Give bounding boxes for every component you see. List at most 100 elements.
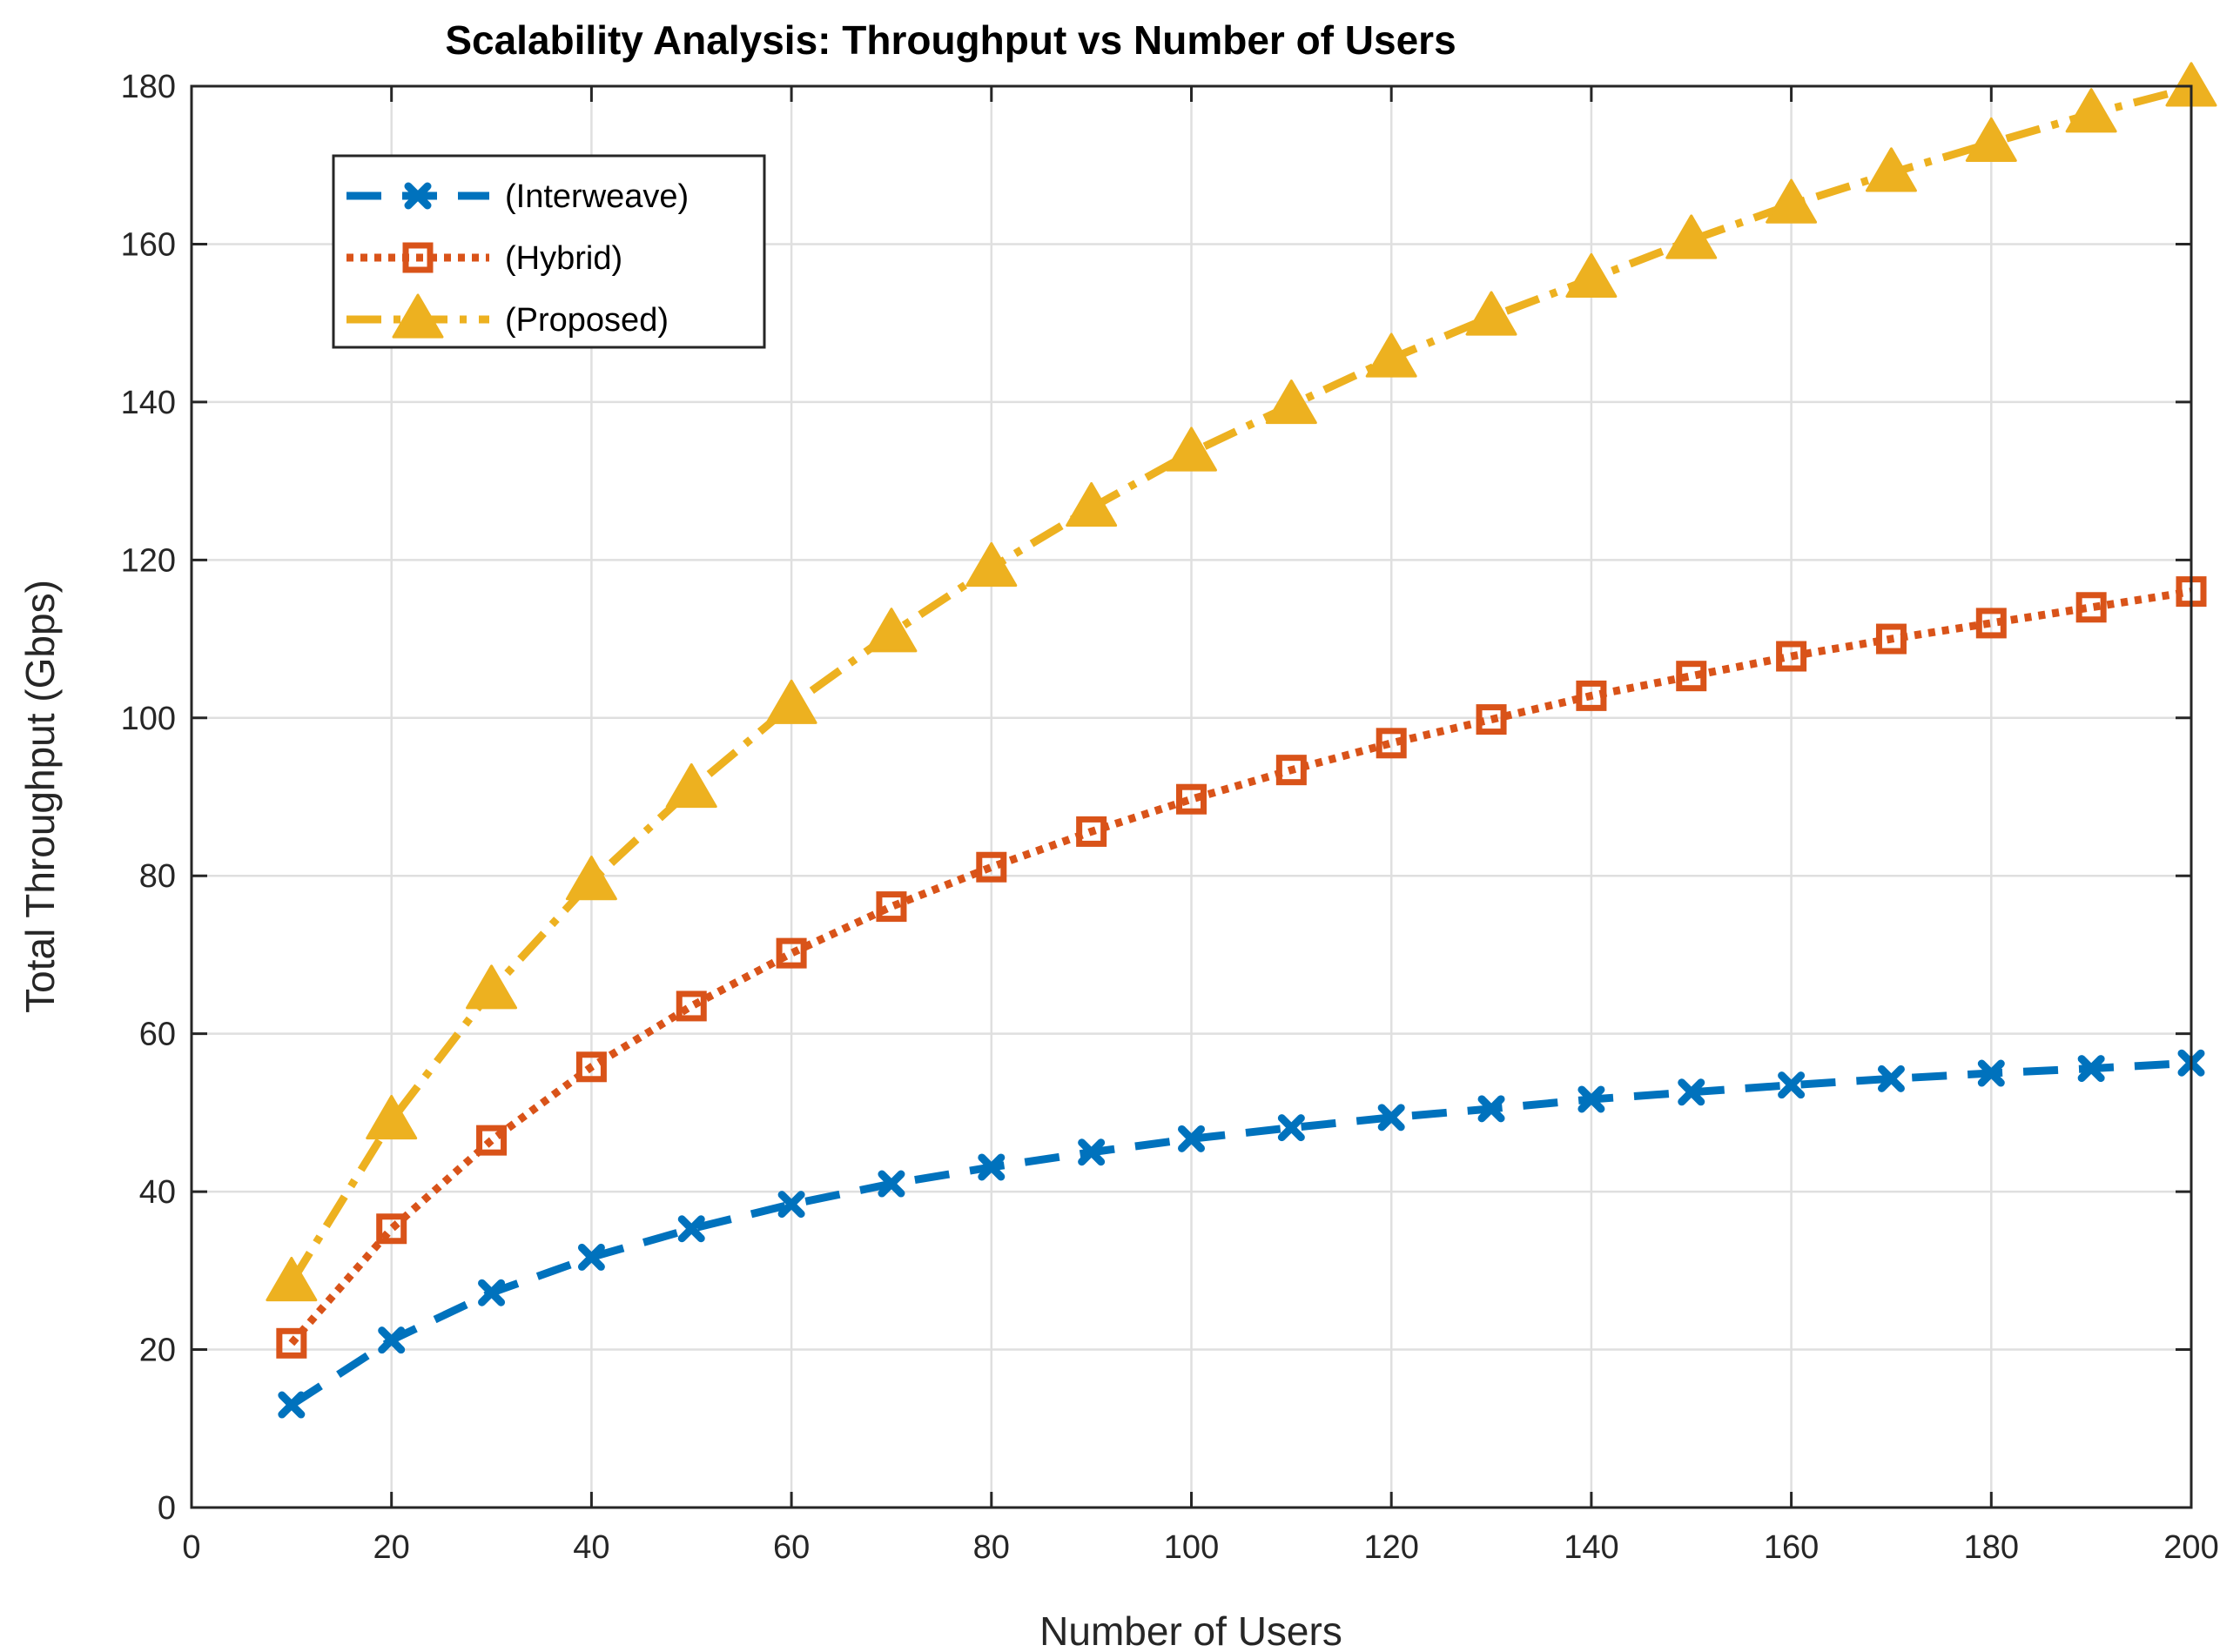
data-point xyxy=(376,1213,407,1245)
data-point xyxy=(577,1243,605,1271)
marker-stroke xyxy=(2077,1055,2105,1083)
data-point xyxy=(1376,728,1407,759)
marker-stroke xyxy=(278,1391,306,1419)
data-point xyxy=(1275,755,1307,786)
data-point xyxy=(1377,1104,1405,1132)
data-point xyxy=(976,851,1007,883)
y-tick-label: 20 xyxy=(139,1333,176,1369)
data-point xyxy=(1565,252,1618,299)
axis-ticks: 0 20 40 60 80 100 120 140 160 180 200 0 20 40 60 80 100 1… xyxy=(121,69,2219,1566)
marker-stroke xyxy=(1877,1064,1905,1092)
y-tick-label: 100 xyxy=(121,701,176,737)
marker-stroke xyxy=(878,1170,905,1198)
data-point xyxy=(1975,608,2007,639)
data-point xyxy=(978,1153,1006,1181)
data-point xyxy=(2075,592,2107,623)
data-point xyxy=(1776,641,1807,672)
series-line xyxy=(289,1058,2192,1408)
data-point xyxy=(1465,291,1517,336)
y-tick-label: 120 xyxy=(121,542,176,579)
grid-lines xyxy=(192,86,2191,1508)
y-tick-label: 80 xyxy=(139,858,176,895)
data-point xyxy=(466,964,518,1010)
data-point xyxy=(366,1094,418,1140)
data-point xyxy=(878,1170,905,1198)
x-tick-label: 120 xyxy=(1363,1529,1418,1566)
data-point xyxy=(677,1215,705,1243)
marker-stroke xyxy=(404,182,432,210)
data-point xyxy=(1676,661,1707,692)
data-point xyxy=(1176,783,1207,815)
data-point xyxy=(777,1191,805,1219)
data-point xyxy=(575,1051,607,1083)
data-point xyxy=(1965,117,2017,162)
data-point xyxy=(1577,1085,1605,1113)
x-tick-label: 80 xyxy=(973,1529,1010,1566)
legend-label-proposed: (Proposed) xyxy=(505,302,669,339)
x-tick-label: 60 xyxy=(773,1529,810,1566)
chart-title: Scalability Analysis: Throughput vs Numb… xyxy=(445,17,1456,63)
data-point xyxy=(2065,88,2117,133)
data-point xyxy=(478,1279,506,1306)
x-tick-label: 200 xyxy=(2163,1529,2218,1566)
marker-stroke xyxy=(378,1326,406,1354)
data-point xyxy=(1265,379,1317,425)
data-point xyxy=(765,679,817,724)
x-tick-label: 20 xyxy=(373,1529,410,1566)
data-point xyxy=(2077,1055,2105,1083)
data-point xyxy=(1865,147,1917,192)
data-point xyxy=(1766,178,1818,224)
marker-stroke xyxy=(978,1153,1006,1181)
data-point xyxy=(278,1391,306,1419)
data-point xyxy=(378,1326,406,1354)
series-2 xyxy=(266,62,2217,1302)
y-tick-label: 140 xyxy=(121,385,176,421)
data-point xyxy=(565,856,617,901)
data-point xyxy=(1665,214,1718,259)
x-tick-label: 140 xyxy=(1564,1529,1618,1566)
marker-stroke xyxy=(1977,1059,2005,1087)
y-tick-label: 160 xyxy=(121,226,176,263)
x-axis-label: Number of Users xyxy=(1039,1608,1342,1652)
data-point xyxy=(1576,680,1607,711)
series-line xyxy=(288,588,2192,1346)
data-point xyxy=(1877,1064,1905,1092)
x-tick-label: 100 xyxy=(1164,1529,1219,1566)
marker-stroke xyxy=(1178,1125,1205,1152)
y-tick-label: 0 xyxy=(158,1490,176,1527)
data-point xyxy=(1066,481,1118,527)
data-point xyxy=(676,991,707,1022)
legend-items xyxy=(346,182,489,339)
legend-marker-2 xyxy=(392,293,444,339)
data-point xyxy=(1277,1114,1305,1142)
marker-stroke xyxy=(1277,1114,1305,1142)
data-point xyxy=(1477,1095,1505,1123)
data-point xyxy=(876,891,907,923)
marker-stroke xyxy=(1477,1095,1505,1123)
x-tick-label: 160 xyxy=(1764,1529,1819,1566)
x-tick-label: 180 xyxy=(1964,1529,2019,1566)
legend-label-hybrid: (Hybrid) xyxy=(505,240,622,277)
data-point xyxy=(476,1125,508,1156)
data-point xyxy=(1365,332,1417,378)
data-point xyxy=(266,1256,318,1302)
y-axis-label: Total Throughput (Gbps) xyxy=(17,580,63,1013)
legend-marker-1 xyxy=(402,242,434,273)
data-point xyxy=(1166,426,1217,472)
marker-stroke xyxy=(1577,1085,1605,1113)
data-point xyxy=(965,541,1018,588)
marker-stroke xyxy=(777,1191,805,1219)
data-point xyxy=(1476,704,1507,735)
data-point xyxy=(1778,1071,1806,1099)
data-point xyxy=(1977,1059,2005,1087)
x-tick-label: 40 xyxy=(573,1529,609,1566)
marker-stroke xyxy=(1078,1138,1106,1166)
data-point xyxy=(276,1327,307,1359)
legend-label-interweave: (Interweave) xyxy=(505,178,689,215)
marker-stroke xyxy=(1678,1078,1705,1106)
data-point xyxy=(1078,1138,1106,1166)
y-tick-label: 40 xyxy=(139,1174,176,1211)
data-point xyxy=(1678,1078,1705,1106)
marker-stroke xyxy=(1377,1104,1405,1132)
